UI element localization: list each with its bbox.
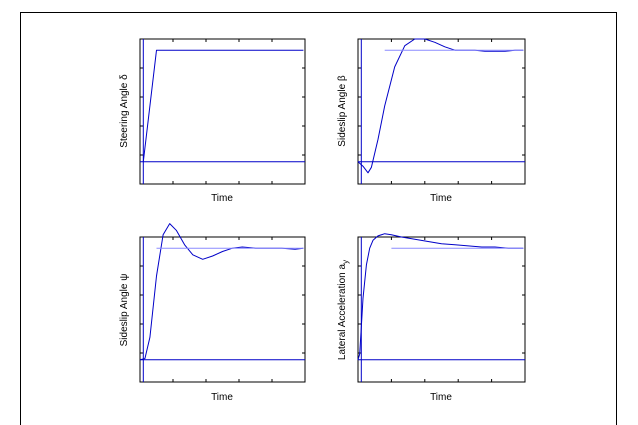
y-axis-label-text: Lateral Acceleration <box>337 272 348 360</box>
y-axis-label-text: Steering Angle <box>119 82 130 147</box>
axes-box <box>357 38 526 185</box>
y-axis-label-symbol: δ <box>119 74 130 80</box>
plot-area <box>357 38 525 184</box>
panel-sideslip-angle-beta: Time Sideslip Angle β <box>337 38 526 204</box>
panel-steering-angle: Time Steering Angle δ <box>119 38 306 204</box>
series-line-1 <box>357 38 524 174</box>
x-axis-label: Time <box>211 392 233 403</box>
y-axis-label: Sideslip Angle ψ <box>119 274 130 347</box>
y-axis-label-symbol: β <box>337 75 348 81</box>
x-axis-label: Time <box>430 193 452 204</box>
x-axis-label: Time <box>211 193 233 204</box>
axis-ticks <box>140 39 305 184</box>
y-axis-label-symbol: a <box>337 263 348 269</box>
panel-sideslip-angle-psi: Time Sideslip Angle ψ <box>119 223 306 403</box>
series-line-1 <box>357 233 524 360</box>
y-axis-label: Lateral Acceleration ay <box>337 260 350 360</box>
plot-area <box>357 233 525 382</box>
y-axis-label-text: Sideslip Angle <box>337 83 348 146</box>
y-axis-label: Sideslip Angle β <box>337 75 348 147</box>
axis-ticks <box>140 237 305 382</box>
axis-ticks <box>358 39 525 184</box>
axes-box <box>139 236 306 383</box>
axis-ticks <box>358 237 525 382</box>
plot-area <box>140 39 305 184</box>
axes-box <box>357 236 526 383</box>
x-axis-label: Time <box>430 392 452 403</box>
axes-box <box>139 38 306 185</box>
y-axis-label-symbol: ψ <box>119 274 130 281</box>
figure-frame <box>20 12 617 425</box>
y-axis-label: Steering Angle δ <box>119 74 130 148</box>
y-axis-label-subscript: y <box>341 260 350 264</box>
series-line-1 <box>142 49 304 162</box>
y-axis-label-text: Sideslip Angle <box>119 283 130 346</box>
panel-lateral-acceleration: Time Lateral Acceleration ay <box>337 233 526 403</box>
plot-area <box>139 223 305 382</box>
series-line-1 <box>139 223 304 361</box>
